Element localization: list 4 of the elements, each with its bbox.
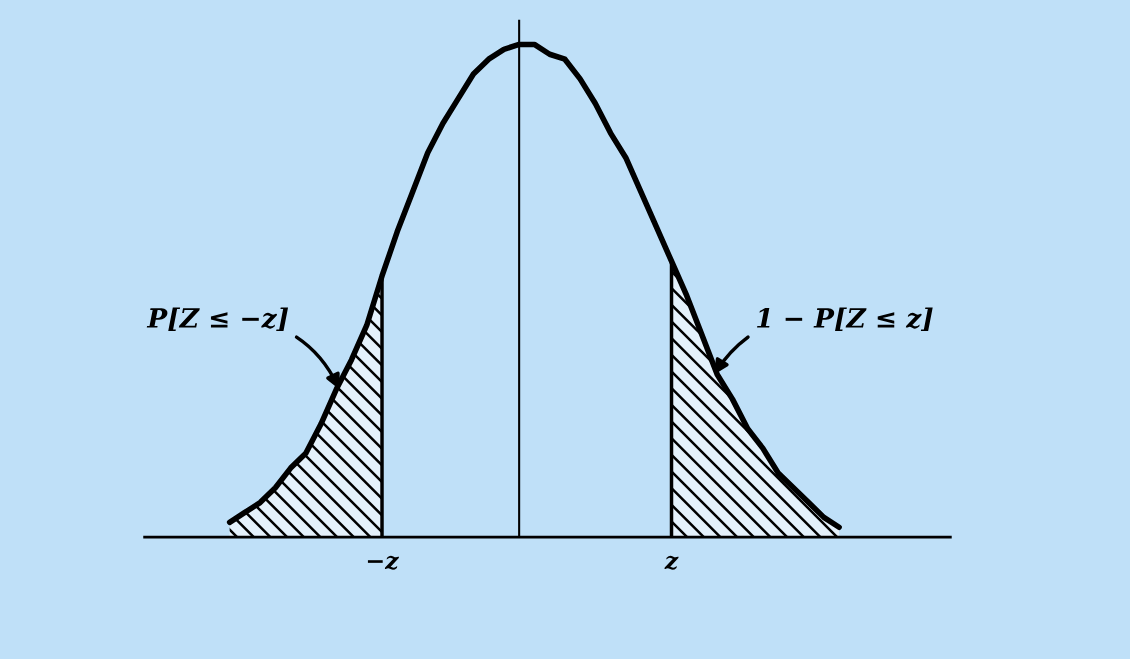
x-tick-label: −z: [367, 555, 400, 570]
annotation: P[Z ≤ −z]: [146, 307, 289, 332]
annotation: 1 − P[Z ≤ z]: [757, 307, 933, 332]
x-tick-label: z: [664, 555, 679, 570]
